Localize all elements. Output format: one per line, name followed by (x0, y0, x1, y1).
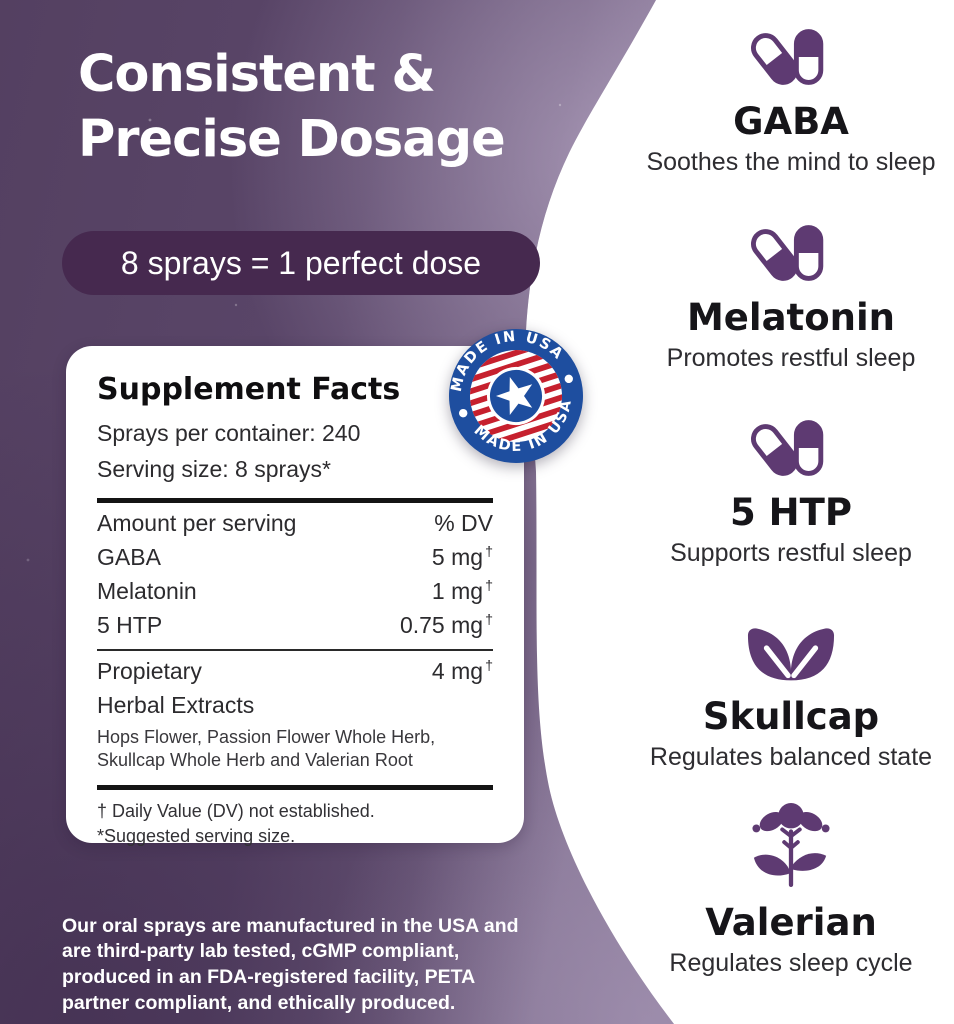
ingredient-name: Skullcap (702, 695, 880, 738)
ingredient-benefit: Supports restful sleep (670, 539, 912, 567)
page-title-line2: Precise Dosage (78, 110, 506, 170)
row-value: 0.75 mg † (399, 612, 493, 638)
supplement-facts-title: Supplement Facts (97, 372, 401, 407)
ingredient-skullcap: Skullcap Regulates balanced state (626, 619, 954, 772)
column-amount-per-serving: Amount per serving (97, 510, 297, 536)
footnote-serving: *Suggested serving size. (97, 825, 296, 846)
row-label: GABA (97, 544, 161, 570)
divider-thick-bottom (97, 784, 493, 790)
flower-icon (750, 801, 832, 891)
ingredient-5htp: 5 HTP Supports restful sleep (626, 417, 954, 568)
pills-icon (748, 417, 834, 481)
sprays-per-container: Sprays per container: 240 (97, 420, 361, 446)
proprietary-label2: Herbal Extracts (97, 692, 255, 718)
dv-dagger: † (485, 612, 493, 629)
ingredient-name: Melatonin (686, 296, 896, 339)
page-title-line1: Consistent & (78, 45, 436, 104)
dv-dagger: † (485, 578, 493, 595)
ingredient-benefit: Promotes restful sleep (666, 344, 916, 372)
ingredient-name: Valerian (705, 901, 877, 944)
proprietary-row-line2: Herbal Extracts (97, 692, 493, 719)
dose-badge-label: 8 sprays = 1 perfect dose (120, 244, 482, 281)
divider-thin (97, 649, 493, 651)
made-in-usa-badge: MADE IN USA MADE IN USA (446, 326, 586, 466)
ingredient-name: GABA (733, 100, 849, 143)
ingredient-name: 5 HTP (730, 491, 852, 534)
dose-badge: 8 sprays = 1 perfect dose (62, 231, 540, 295)
row-value: 5 mg † (431, 544, 493, 570)
pills-icon (748, 26, 834, 90)
ingredient-gaba: GABA Soothes the mind to sleep (626, 26, 954, 177)
ingredient-benefit: Soothes the mind to sleep (646, 148, 936, 176)
column-percent-dv: % DV (434, 510, 493, 536)
proprietary-description: Hops Flower, Passion Flower Whole Herb, … (97, 727, 436, 771)
dv-dagger: † (485, 544, 493, 561)
dv-dagger: † (485, 658, 493, 675)
ingredient-benefit: Regulates sleep cycle (669, 949, 913, 977)
ingredient-melatonin: Melatonin Promotes restful sleep (626, 222, 954, 373)
proprietary-label: Propietary (97, 658, 202, 684)
leaf-icon (746, 619, 836, 685)
table-row: Melatonin 1 mg † (97, 578, 493, 605)
divider-thick-top (97, 498, 493, 503)
proprietary-row: Propietary 4 mg † (97, 658, 493, 685)
pills-icon (748, 222, 834, 286)
footnote-dv: † Daily Value (DV) not established. (97, 800, 375, 821)
page-title: Consistent & Precise Dosage (78, 42, 506, 173)
ingredient-valerian: Valerian Regulates sleep cycle (626, 801, 954, 978)
serving-size: Serving size: 8 sprays* (97, 456, 331, 482)
supplement-facts-panel: Supplement Facts Sprays per container: 2… (66, 346, 524, 846)
manufacturing-note: Our oral sprays are manufactured in the … (62, 914, 519, 1015)
star-icon (496, 376, 533, 416)
table-row: 5 HTP 0.75 mg † (97, 612, 493, 639)
row-label: Melatonin (97, 578, 197, 604)
row-value: 1 mg † (431, 578, 493, 604)
proprietary-value: 4 mg † (431, 658, 493, 684)
ingredient-benefit: Regulates balanced state (649, 743, 933, 771)
table-header-row: Amount per serving % DV (97, 510, 493, 537)
row-label: 5 HTP (97, 612, 163, 638)
table-row: GABA 5 mg † (97, 544, 493, 571)
